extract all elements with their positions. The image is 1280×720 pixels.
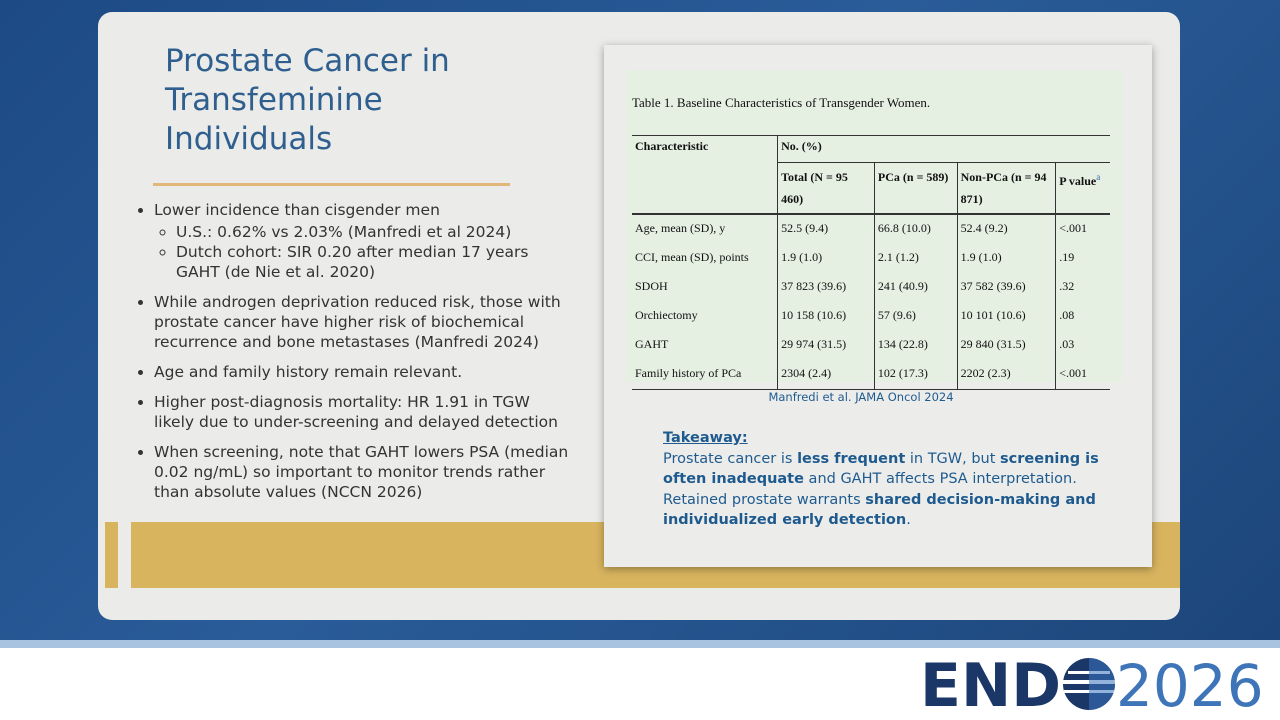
bullet: While androgen deprivation reduced risk,… bbox=[154, 292, 572, 352]
table-cell: 10 101 (10.6) bbox=[957, 302, 1057, 331]
table-cell: Age, mean (SD), y bbox=[632, 214, 779, 244]
table-cell: Family history of PCa bbox=[632, 360, 779, 390]
table-cell: .19 bbox=[1059, 250, 1075, 264]
table-cell: 2304 (2.4) bbox=[777, 360, 875, 390]
table-cell: 29 840 (31.5) bbox=[957, 331, 1057, 360]
table-cell: 102 (17.3) bbox=[874, 360, 958, 390]
bullet-text: When screening, note that GAHT lowers PS… bbox=[154, 443, 569, 501]
table-cell: 1.9 (1.0) bbox=[777, 244, 875, 273]
takeaway-text: shared decision-making and individualize… bbox=[663, 491, 1096, 529]
bullets: Lower incidence than cisgender men U.S.: … bbox=[132, 200, 572, 502]
table-cell: 2202 (2.3) bbox=[957, 360, 1057, 390]
subheader-cell: Total (N = 95 460) bbox=[777, 162, 875, 215]
table-row: GAHT 29 974 (31.5) 134 (22.8) 29 840 (31.5)… bbox=[632, 331, 1110, 360]
table-cell: 1.9 (1.0) bbox=[957, 244, 1057, 273]
table-cell: GAHT bbox=[632, 331, 779, 360]
header-cell: No. (%) bbox=[777, 135, 1110, 163]
table-source: Manfredi et al. JAMA Oncol 2024 bbox=[768, 390, 954, 404]
bullet: Age and family history remain relevant. bbox=[154, 362, 572, 382]
takeaway: Takeaway: Prostate cancer is less freque… bbox=[663, 428, 1103, 531]
table-cell: .08 bbox=[1059, 308, 1075, 322]
sub-bullet: Dutch cohort: SIR 0.20 after median 17 y… bbox=[176, 242, 572, 282]
table-cell: 241 (40.9) bbox=[874, 273, 958, 302]
table-cell: 10 158 (10.6) bbox=[777, 302, 875, 331]
sub-bullets: U.S.: 0.62% vs 2.03% (Manfredi et al 202… bbox=[154, 222, 572, 282]
endo-logo: END 2026 bbox=[920, 651, 1264, 716]
table-cell: 66.8 (10.0) bbox=[874, 214, 958, 244]
table-cell: CCI, mean (SD), points bbox=[632, 244, 779, 273]
table-cell: Orchiectomy bbox=[632, 302, 779, 331]
subheader-row: Total (N = 95 460) PCa (n = 589) Non-PCa (… bbox=[632, 162, 1110, 215]
sub-bullet: U.S.: 0.62% vs 2.03% (Manfredi et al 202… bbox=[176, 222, 572, 242]
table-row: Orchiectomy 10 158 (10.6) 57 (9.6) 10 101 (… bbox=[632, 302, 1110, 331]
table-cell: SDOH bbox=[632, 273, 779, 302]
table-cell: 37 582 (39.6) bbox=[957, 273, 1057, 302]
takeaway-text: . bbox=[906, 512, 911, 528]
table-cell: 52.4 (9.2) bbox=[957, 214, 1057, 244]
subheader-cell: Non-PCa (n = 94 871) bbox=[957, 162, 1057, 215]
table-cell: <.001 bbox=[1055, 360, 1110, 390]
takeaway-text: and GAHT affects PSA interpretation. Ret… bbox=[663, 471, 1077, 508]
subheader-cell: PCa (n = 589) bbox=[874, 162, 958, 215]
subheader-text: Total (N = 95 460) bbox=[781, 170, 848, 206]
bullet-text: Age and family history remain relevant. bbox=[154, 363, 463, 381]
subheader-cell: P valuea bbox=[1055, 162, 1110, 215]
footnote-marker: a bbox=[1096, 172, 1101, 182]
table-cell: 52.5 (9.4) bbox=[777, 214, 875, 244]
table-cell: 29 974 (31.5) bbox=[777, 331, 875, 360]
subheader-text: Non-PCa (n = 94 871) bbox=[960, 170, 1047, 206]
table-row: CCI, mean (SD), points 1.9 (1.0) 2.1 (1.2)… bbox=[632, 244, 1110, 273]
takeaway-text: less frequent bbox=[797, 450, 906, 467]
table-cell: .03 bbox=[1059, 337, 1075, 351]
subheader-text: P value bbox=[1059, 174, 1097, 188]
table-cell: 57 (9.6) bbox=[874, 302, 958, 331]
header-cell: Characteristic bbox=[632, 135, 779, 215]
logo-globe bbox=[1061, 658, 1117, 710]
bullet: Lower incidence than cisgender men U.S.: … bbox=[154, 200, 572, 282]
table-cell: 2.1 (1.2) bbox=[874, 244, 958, 273]
table-row: Age, mean (SD), y 52.5 (9.4) 66.8 (10.0) 52… bbox=[632, 214, 1110, 244]
takeaway-text: screening is often inadequate bbox=[663, 450, 1099, 488]
logo-left: END bbox=[920, 651, 1061, 716]
subheader-text: PCa (n = 589) bbox=[877, 170, 949, 184]
table-cell: <.001 bbox=[1059, 221, 1087, 235]
footer-stripe bbox=[0, 640, 1280, 648]
takeaway-text: Prostate cancer is bbox=[663, 450, 798, 467]
header-row: Characteristic No. (%) bbox=[632, 135, 1110, 215]
bullet-text: While androgen deprivation reduced risk,… bbox=[154, 293, 561, 351]
bullet-text: Higher post-diagnosis mortality: HR 1.91… bbox=[154, 393, 558, 431]
table-row: SDOH 37 823 (39.6) 241 (40.9) 37 582 (39.6)… bbox=[632, 273, 1110, 302]
table-caption: Table 1. Baseline Characteristics of Tra… bbox=[632, 95, 931, 110]
title-rule bbox=[153, 183, 510, 186]
table-cell: .32 bbox=[1059, 279, 1075, 293]
bullet-text: Lower incidence than cisgender men bbox=[154, 201, 440, 219]
table-cell: 37 823 (39.6) bbox=[777, 273, 875, 302]
bullet: Higher post-diagnosis mortality: HR 1.91… bbox=[154, 392, 572, 432]
logo-right: 2026 bbox=[1116, 652, 1264, 716]
bullet-list: Lower incidence than cisgender men U.S.: … bbox=[132, 200, 572, 512]
takeaway-text: in TGW, but bbox=[905, 450, 1001, 467]
table-cell: 134 (22.8) bbox=[874, 331, 958, 360]
gold-accent bbox=[105, 522, 118, 588]
takeaway-label: Takeaway: bbox=[663, 430, 748, 446]
slide-title: Prostate Cancer in Transfeminine Individ… bbox=[165, 43, 450, 157]
baseline-table: Characteristic No. (%) Total (N = 95 460) P… bbox=[632, 135, 1110, 390]
bullet: When screening, note that GAHT lowers PS… bbox=[154, 442, 572, 502]
table-row: Family history of PCa 2304 (2.4) 102 (17.3… bbox=[632, 360, 1110, 390]
